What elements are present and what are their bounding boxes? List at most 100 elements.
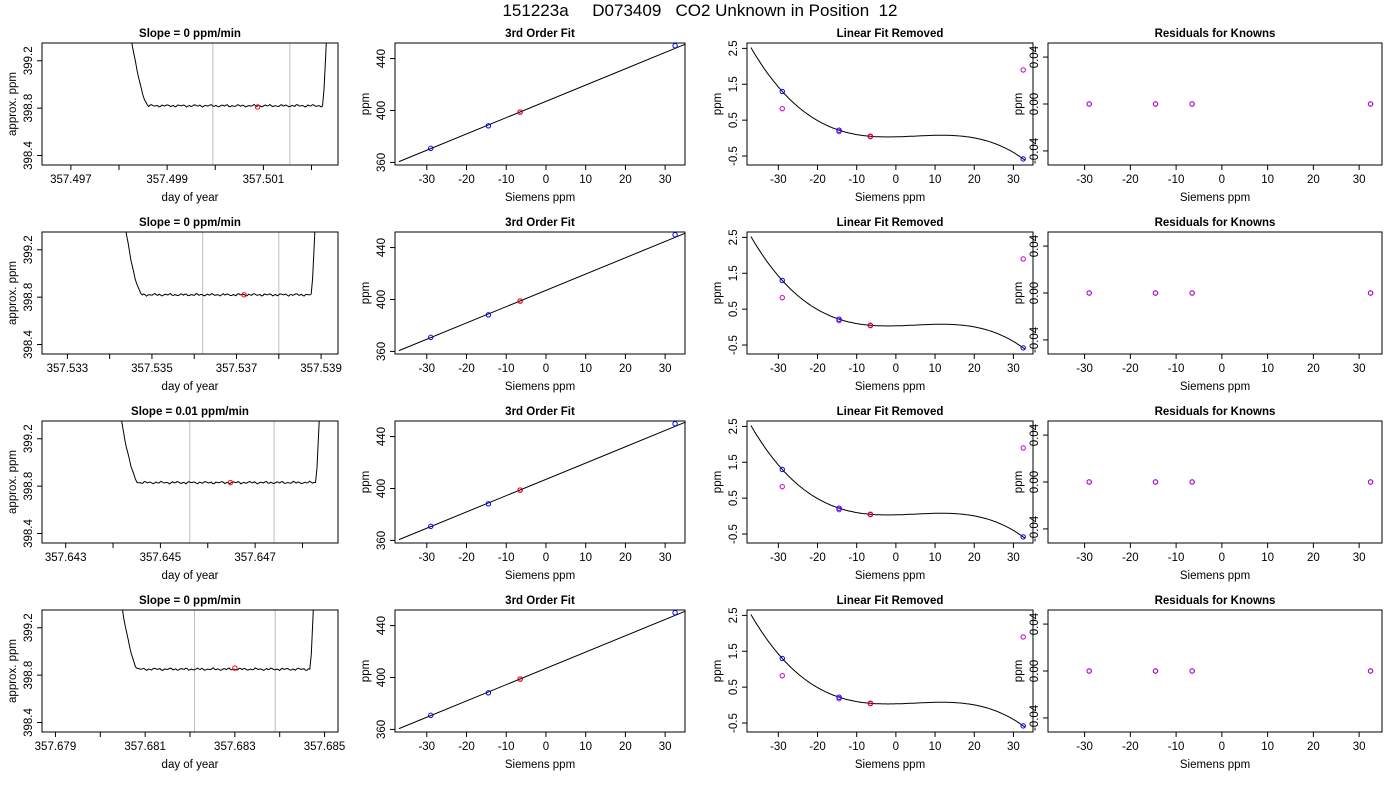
panel-title: 3rd Order Fit (505, 217, 575, 229)
x-axis-label: Siemens ppm (505, 570, 575, 582)
x-tick-label: 357.681 (124, 741, 166, 753)
panel-title: Slope = 0 ppm/min (139, 28, 241, 40)
fit-panel: -30 -20 -10 0 10 20 30 360 400 440 3rd Order Fit Si… (360, 595, 686, 771)
x-tick-label: 0 (543, 363, 549, 375)
unknown-point (254, 104, 261, 110)
x-tick-label: 20 (619, 741, 632, 753)
residual-point (1367, 101, 1374, 107)
y-tick-label: -0.04 (1029, 137, 1041, 164)
y-axis-label: ppm (360, 93, 372, 115)
y-tick-label: -0.04 (1029, 515, 1041, 542)
x-tick-label: 10 (579, 174, 592, 186)
y-tick-label: 400 (376, 479, 388, 498)
x-tick-label: -30 (1076, 741, 1093, 753)
y-tick-label: -0.04 (1029, 704, 1041, 731)
x-tick-label: 30 (1007, 741, 1020, 753)
analyzer-trace-line (125, 232, 316, 297)
fit-plot-frame (394, 609, 686, 733)
x-tick-label: -30 (418, 174, 435, 186)
linear-fit-point (779, 294, 785, 301)
x-tick-label: -10 (848, 174, 865, 186)
y-tick-label: 399.2 (23, 235, 35, 264)
x-tick-label: 20 (968, 741, 981, 753)
x-axis-label: Siemens ppm (1180, 381, 1250, 393)
known-point (428, 712, 434, 719)
y-axis-label: ppm (1013, 471, 1025, 493)
panel-title: Residuals for Knowns (1155, 28, 1276, 40)
linear-removed-plot-frame (746, 42, 1034, 166)
cubic-residual-curve (750, 614, 1026, 728)
fit-plot-frame (394, 231, 686, 355)
x-tick-label: -20 (809, 552, 826, 564)
unknown-point (232, 665, 238, 671)
x-tick-label: -30 (770, 552, 787, 564)
panel-title: Linear Fit Removed (837, 406, 944, 418)
x-tick-label: 10 (579, 552, 592, 564)
y-tick-label: -0.5 (728, 146, 740, 166)
residuals-panel: -30 -20 -10 0 10 20 30 -0.04 0.00 0.04 Residuals f… (1013, 595, 1383, 771)
y-tick-label: 2.5 (728, 229, 740, 245)
x-tick-label: 10 (929, 174, 942, 186)
x-tick-label: -10 (498, 174, 515, 186)
analyzer-trace-line (122, 610, 314, 672)
panel-row-2: 357.533 357.535 357.537 357.539 398.4 398.8 39… (7, 217, 1383, 393)
fit-panel: -30 -20 -10 0 10 20 30 360 400 440 3rd Order Fit Si… (360, 406, 686, 582)
x-tick-label: 20 (1307, 741, 1320, 753)
known-point (428, 145, 434, 152)
x-axis-label: day of year (162, 759, 219, 771)
cubic-residual-curve (750, 236, 1026, 350)
x-axis-label: Siemens ppm (855, 759, 925, 771)
x-axis-label: Siemens ppm (855, 570, 925, 582)
x-tick-label: 0 (543, 174, 549, 186)
known-point (836, 316, 842, 322)
x-axis-label: Siemens ppm (855, 192, 925, 204)
x-tick-label: 357.533 (47, 363, 89, 375)
x-tick-label: 30 (1007, 552, 1020, 564)
residuals-panel: -30 -20 -10 0 10 20 30 -0.04 0.00 0.04 Residuals f… (1013, 217, 1383, 393)
panel-title: Slope = 0 ppm/min (139, 217, 241, 229)
x-tick-label: -30 (770, 741, 787, 753)
panel-title: 3rd Order Fit (505, 28, 575, 40)
x-tick-label: 30 (659, 174, 672, 186)
x-tick-label: -10 (498, 363, 515, 375)
y-tick-label: 398.8 (23, 661, 35, 690)
linear-fit-point (1020, 445, 1026, 451)
y-axis-label: ppm (1013, 93, 1025, 115)
known-point (672, 610, 678, 616)
x-tick-label: -30 (770, 363, 787, 375)
y-tick-label: 0.04 (1029, 423, 1041, 446)
y-tick-label: 398.8 (23, 94, 35, 123)
x-tick-label: 30 (1007, 363, 1020, 375)
x-tick-label: 357.501 (243, 174, 285, 186)
x-tick-label: 357.535 (131, 363, 173, 375)
known-point (485, 312, 492, 318)
y-axis-label: ppm (712, 93, 724, 115)
y-tick-label: 1.5 (728, 643, 740, 659)
y-tick-label: 398.4 (23, 519, 35, 548)
x-tick-label: 20 (1307, 552, 1320, 564)
x-tick-label: 357.497 (50, 174, 92, 186)
x-tick-label: -30 (418, 363, 435, 375)
residual-point (1152, 479, 1159, 485)
cubic-residual-curve (750, 425, 1026, 539)
panel-title: Residuals for Knowns (1155, 406, 1276, 418)
y-tick-label: 1.5 (728, 265, 740, 281)
residual-point (1367, 668, 1374, 674)
x-tick-label: 357.679 (35, 741, 77, 753)
linear-removed-plot-frame (746, 420, 1034, 544)
residuals-plot-frame (1047, 420, 1383, 544)
x-tick-label: -10 (1168, 363, 1185, 375)
residual-point (1189, 290, 1195, 296)
y-axis-label: approx. ppm (7, 639, 19, 703)
panel-row-1: 357.497 357.499 357.501 398.4 398.8 399.2 Slop… (7, 28, 1383, 204)
x-tick-label: -30 (418, 741, 435, 753)
panel-title: 3rd Order Fit (505, 406, 575, 418)
y-axis-label: ppm (712, 471, 724, 493)
x-tick-label: 10 (1261, 174, 1274, 186)
residual-point (1086, 290, 1092, 296)
y-tick-label: -0.5 (728, 335, 740, 355)
fit-curve (398, 421, 686, 541)
x-tick-label: -20 (809, 363, 826, 375)
y-tick-label: 440 (376, 427, 388, 446)
y-tick-label: 0.00 (1029, 471, 1041, 493)
